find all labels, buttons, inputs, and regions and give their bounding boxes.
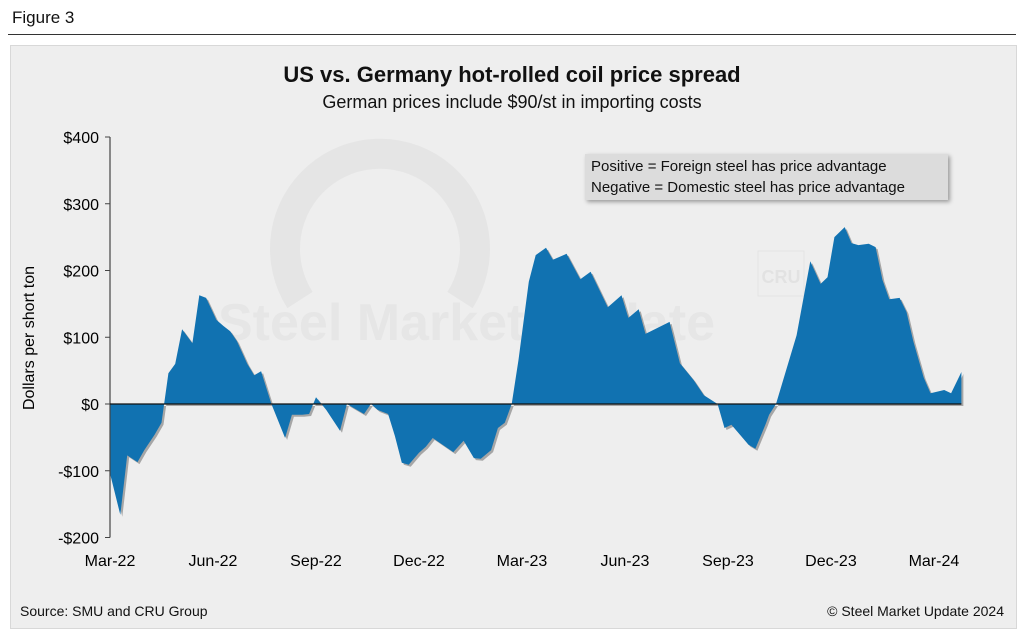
- source-note: Source: SMU and CRU Group: [20, 603, 208, 619]
- x-tick-label: Sep-23: [702, 553, 754, 570]
- y-tick-label: $200: [63, 264, 99, 281]
- x-tick-label: Mar-23: [497, 553, 548, 570]
- x-tick-label: Mar-24: [909, 553, 960, 570]
- legend-positive: Positive = Foreign steel has price advan…: [591, 158, 887, 175]
- x-tick-label: Dec-23: [805, 553, 857, 570]
- chart-title: US vs. Germany hot-rolled coil price spr…: [283, 62, 741, 87]
- y-tick-label: $100: [63, 330, 99, 347]
- spread-area: [110, 227, 962, 515]
- copyright-note: © Steel Market Update 2024: [827, 603, 1004, 619]
- y-tick-label: -$200: [58, 531, 99, 548]
- y-tick-label: -$100: [58, 464, 99, 481]
- figure-label: Figure 3: [12, 8, 75, 27]
- y-tick-label: $300: [63, 197, 99, 214]
- x-tick-label: Dec-22: [393, 553, 445, 570]
- y-axis-label: Dollars per short ton: [21, 266, 38, 410]
- legend: Positive = Foreign steel has price advan…: [585, 154, 948, 200]
- x-tick-label: Sep-22: [290, 553, 342, 570]
- cru-logo-text: CRU: [762, 267, 801, 287]
- divider: [8, 34, 1016, 35]
- x-tick-label: Jun-23: [600, 553, 649, 570]
- chart-subtitle: German prices include $90/st in importin…: [322, 92, 702, 112]
- x-tick-label: Jun-22: [189, 553, 238, 570]
- x-tick-label: Mar-22: [85, 553, 136, 570]
- y-tick-label: $0: [81, 397, 99, 414]
- legend-negative: Negative = Domestic steel has price adva…: [591, 179, 905, 196]
- y-tick-label: $400: [63, 130, 99, 147]
